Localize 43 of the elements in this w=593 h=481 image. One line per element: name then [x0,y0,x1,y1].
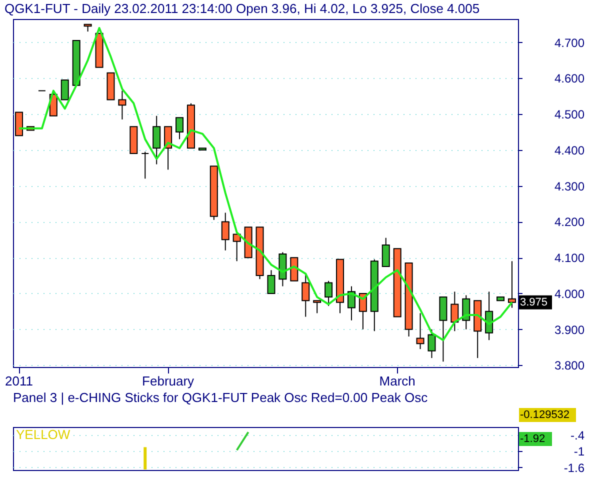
y-tick-label: 4.400 [554,143,585,158]
y-tick-label: 4.500 [554,108,585,122]
candlestick [324,280,333,307]
y-tick-label: -1 [574,444,585,459]
candlestick [152,115,161,165]
x-tick-label: March [379,374,416,388]
candlestick [15,112,24,136]
y-tick-label: -.4 [570,428,585,443]
y-tick-label: 4.700 [554,36,585,50]
candlestick [382,237,390,268]
candlestick [313,300,322,314]
y-tick-label: 3.800 [554,358,585,373]
annotation: YELLOW [16,427,71,442]
y-tick-label: 3.900 [554,322,585,337]
candlestick [232,234,241,262]
y-tick-label: 4.000 [554,286,585,301]
candlestick [508,260,516,308]
y-tick-label: 4.200 [554,215,585,230]
chart-title: Panel 3 | e-CHING Sticks for QGK1-FUT Peak Osc Red=0.00 Peak Osc [13,390,428,405]
text: -0.129532 [520,409,570,421]
candlestick [118,90,126,120]
y-tick-label: 4.100 [554,251,585,266]
candlestick [221,212,230,251]
candlestick [485,291,494,341]
candlestick [439,296,448,362]
candlestick [416,312,424,350]
y-tick-label: 4.300 [554,179,585,194]
candlestick [176,117,184,140]
y-tick-label: -1.6 [564,460,585,475]
text: -1.92 [520,433,546,445]
candlestick [141,151,150,180]
candlestick [347,286,356,321]
candlestick [462,294,470,330]
candlestick [428,328,436,359]
candlestick [267,270,276,294]
candlestick [60,79,69,100]
x-tick-label: February [142,374,195,388]
chart-title: QGK1-FUT - Daily 23.02.2011 23:14:00 Open 3.96, Hi 4.02, Lo 3.925, Close 4.005 [4,1,480,16]
text: 3.975 [520,296,548,308]
y-tick-label: 4.600 [554,72,585,86]
x-tick-label: 2011 [5,374,34,388]
candlestick [302,273,310,318]
candlestick [450,291,459,332]
